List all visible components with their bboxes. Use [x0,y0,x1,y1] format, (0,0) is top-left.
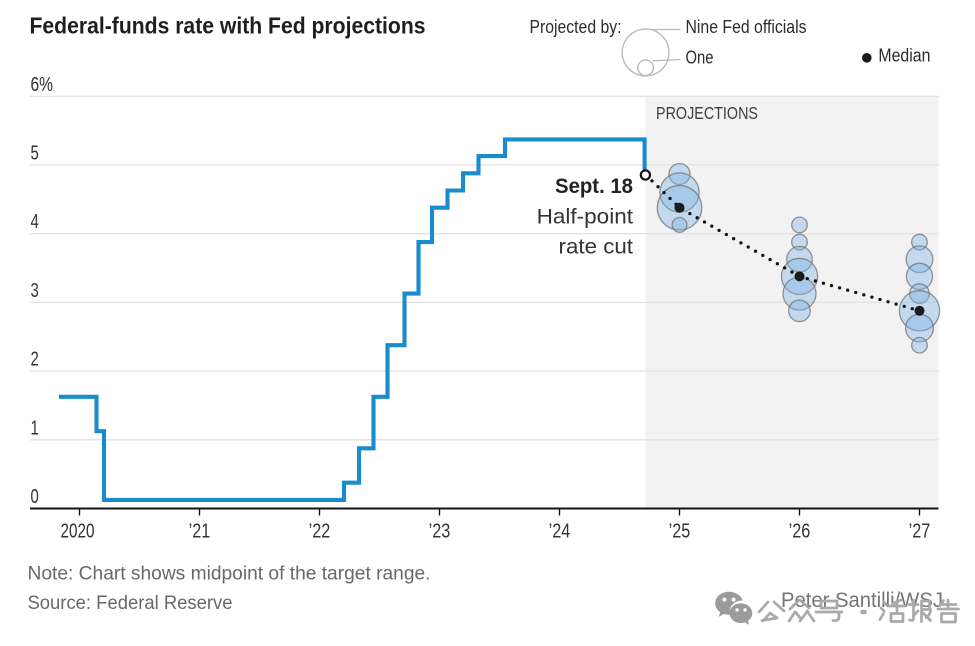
svg-text:Note: Chart shows midpoint of: Note: Chart shows midpoint of the target… [28,563,431,585]
svg-text:6%: 6% [31,74,54,96]
svg-text:3: 3 [31,280,39,302]
svg-text:’21: ’21 [189,521,211,543]
svg-text:2020: 2020 [61,521,95,543]
svg-text:1: 1 [31,417,39,439]
svg-text:Sept. 18: Sept. 18 [555,175,633,198]
svg-text:’23: ’23 [429,521,451,543]
svg-text:Federal-funds rate with Fed pr: Federal-funds rate with Fed projections [30,13,426,39]
svg-text:’22: ’22 [309,521,331,543]
svg-text:’24: ’24 [549,521,571,543]
svg-text:0: 0 [31,486,39,508]
svg-text:rate cut: rate cut [559,235,634,258]
svg-text:’25: ’25 [669,521,691,543]
svg-text:PROJECTIONS: PROJECTIONS [656,103,758,123]
svg-text:’26: ’26 [789,521,811,543]
svg-text:’27: ’27 [909,521,931,543]
svg-text:Half-point: Half-point [537,206,634,229]
svg-text:4: 4 [31,211,39,233]
svg-text:5: 5 [31,142,39,164]
svg-text:2: 2 [31,349,39,371]
svg-text:Peter Santilli/WSJ: Peter Santilli/WSJ [781,589,943,612]
svg-text:Source: Federal Reserve: Source: Federal Reserve [28,592,233,614]
svg-text:Nine Fed officials: Nine Fed officials [686,17,807,37]
svg-text:One: One [686,48,714,68]
svg-text:Projected by:: Projected by: [530,17,622,37]
svg-text:Median: Median [878,45,930,65]
